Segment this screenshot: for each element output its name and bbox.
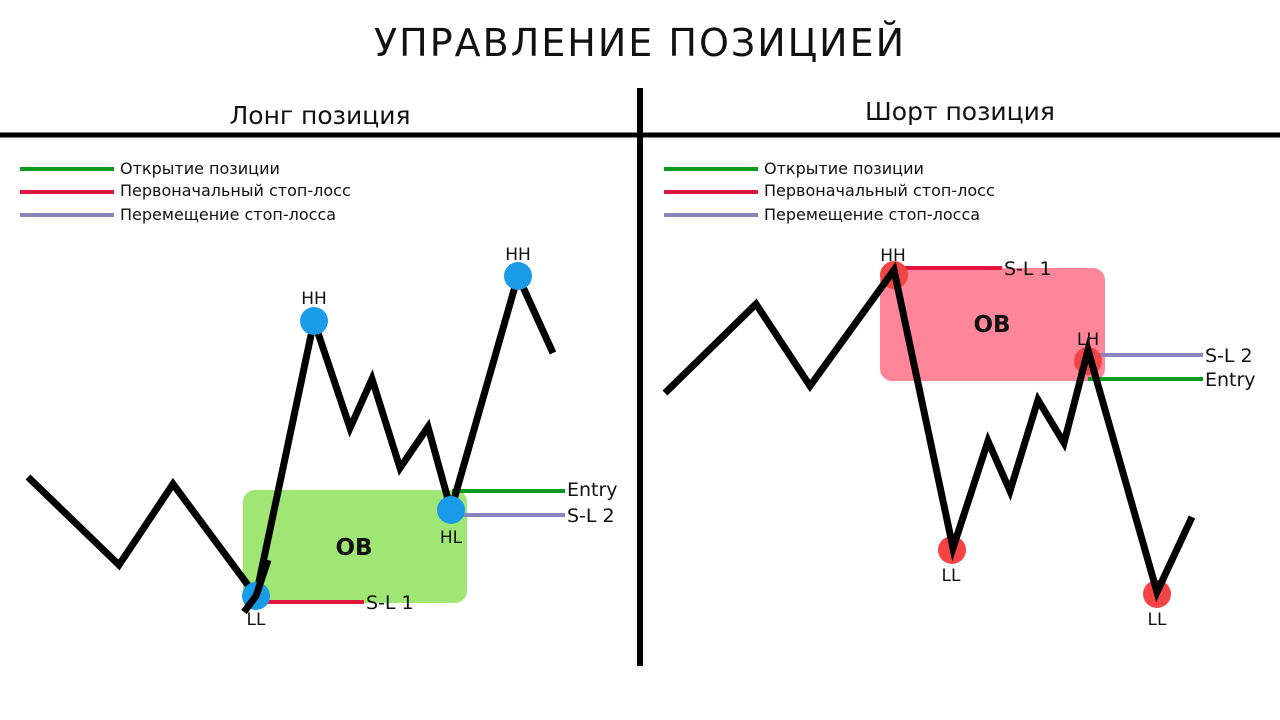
long-ll-label: LL [247, 610, 266, 630]
short-order-block-label: OB [973, 312, 1010, 338]
long-hl-label: HL [440, 528, 463, 548]
long-legend: Открытие позиции Первоначальный стоп-лос… [20, 159, 351, 224]
short-hh-label: HH [880, 246, 906, 266]
short-lh-label: LH [1077, 330, 1099, 350]
long-sl1-label: S-L 1 [366, 592, 414, 614]
long-hh1-label: HH [301, 289, 327, 309]
short-sl1-label: S-L 1 [1004, 258, 1052, 280]
legend-entry-label: Открытие позиции [120, 159, 280, 178]
legend-initial-stop-label: Первоначальный стоп-лосс [764, 181, 995, 200]
short-legend: Открытие позиции Первоначальный стоп-лос… [664, 159, 995, 224]
short-ll1-label: LL [942, 566, 961, 586]
long-order-block [243, 490, 467, 603]
short-sl2-label: S-L 2 [1205, 345, 1253, 367]
long-hh2-label: HH [505, 245, 531, 265]
short-entry-label: Entry [1205, 369, 1256, 391]
legend-moved-stop-label: Перемещение стоп-лосса [764, 205, 980, 224]
legend-moved-stop-label: Перемещение стоп-лосса [120, 205, 336, 224]
long-hh1-point [300, 307, 328, 335]
legend-entry-label: Открытие позиции [764, 159, 924, 178]
short-panel-heading: Шорт позиция [865, 97, 1055, 126]
short-price-path [662, 261, 1196, 602]
long-hh2-point [504, 262, 532, 290]
long-hl-point [437, 496, 465, 524]
short-ll2-label: LL [1148, 610, 1167, 630]
long-price-path [25, 265, 557, 605]
legend-initial-stop-label: Первоначальный стоп-лосс [120, 181, 351, 200]
long-sl2-label: S-L 2 [567, 505, 615, 527]
long-price-path-overlay [241, 558, 272, 615]
long-entry-label: Entry [567, 479, 618, 501]
long-panel-heading: Лонг позиция [229, 101, 410, 130]
long-order-block-label: OB [335, 535, 372, 561]
short-order-block [880, 268, 1105, 381]
page-title: УПРАВЛЕНИЕ ПОЗИЦИЕЙ [374, 21, 906, 65]
